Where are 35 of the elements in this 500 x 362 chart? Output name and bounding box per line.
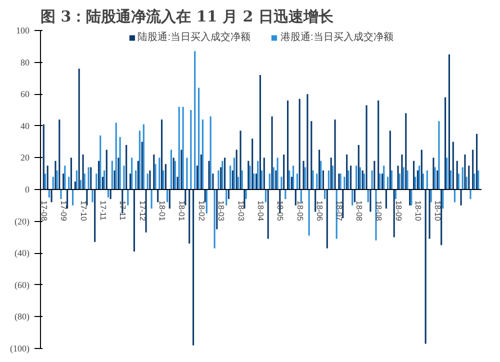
y-tick-label: 80 (20, 57, 30, 68)
x-tick-label: 17-08 (39, 200, 48, 222)
x-tick-label: 18-04 (256, 200, 265, 222)
x-tick-label: 18-10 (414, 200, 422, 222)
y-tick-label: 20 (20, 152, 30, 163)
x-tick-label: 18-06 (315, 200, 324, 222)
x-tick-label: 17-10 (78, 200, 88, 222)
x-tick-label: 18-05 (295, 200, 304, 222)
y-tick-label: (20) (14, 216, 30, 226)
x-tick-label: 18-02 (196, 200, 206, 222)
y-tick-label: (40) (14, 248, 30, 258)
x-tick-label: 17-11 (98, 200, 108, 221)
chart-title: 图 3：陆股通净流入在 11 月 2 日迅速增长 (40, 8, 334, 26)
y-tick-label: (80) (14, 312, 30, 322)
x-tick-label: 18-09 (394, 200, 403, 222)
y-tick-label: (100) (10, 344, 30, 354)
x-tick-label: 18-10 (433, 200, 442, 222)
legend-label: 陆股通:当日买入成交净额 (138, 30, 250, 44)
x-tick-label: 18-05 (276, 200, 285, 222)
x-tick-label: 17-11 (118, 200, 128, 221)
x-tick-label: 17-12 (138, 200, 147, 222)
x-tick-label: 18-01 (158, 200, 167, 222)
y-tick-label: 100 (16, 26, 30, 36)
x-tick-label: 17-09 (59, 200, 68, 222)
legend-label: 港股通:当日买入成交净额 (280, 30, 394, 44)
x-tick-label: 18-08 (354, 200, 364, 222)
x-tick-label: 18-03 (216, 200, 226, 222)
y-tick-label: (60) (14, 280, 30, 290)
x-tick-label: 18-08 (374, 200, 384, 222)
y-tick-label: 0 (25, 184, 30, 194)
y-tick-label: 60 (20, 89, 30, 100)
x-tick-label: 18-03 (236, 200, 246, 222)
x-tick-label: 18-01 (177, 200, 186, 222)
x-tick-label: 18-07 (334, 200, 344, 222)
y-tick-label: 40 (20, 120, 30, 131)
